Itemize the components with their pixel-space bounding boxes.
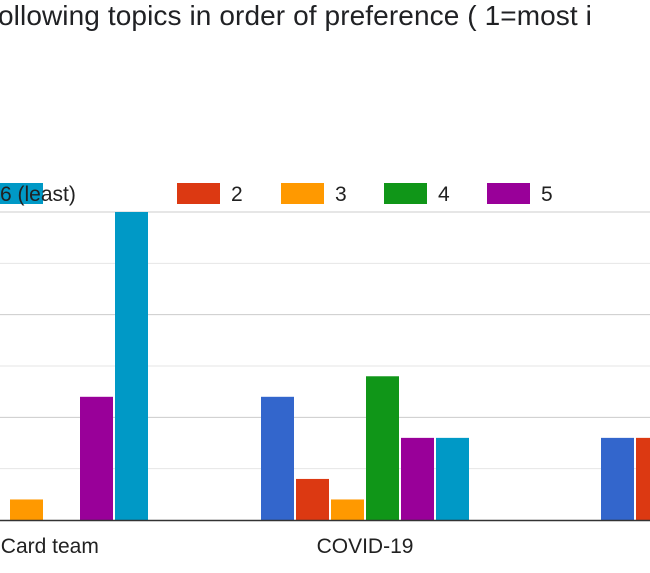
legend-label: 2 bbox=[231, 183, 243, 206]
bar-1-2 bbox=[601, 437, 634, 520]
bar-5-0 bbox=[80, 396, 113, 520]
legend-swatch bbox=[281, 183, 324, 204]
bar-3-1 bbox=[331, 499, 364, 520]
bar-5-1 bbox=[401, 437, 434, 520]
x-tick-label: COVID-19 bbox=[317, 535, 414, 558]
chart-title: ollowing topics in order of preference (… bbox=[0, 0, 592, 31]
bar-6-least--1 bbox=[436, 437, 469, 520]
legend-item-6-least-: 6 (least) bbox=[0, 183, 76, 206]
legend-label: 5 bbox=[541, 183, 553, 206]
bar-4-1 bbox=[366, 376, 399, 520]
bar-2-2 bbox=[636, 437, 650, 520]
legend-swatch bbox=[384, 183, 427, 204]
legend-swatch bbox=[0, 183, 43, 204]
legend-label: 6 (least) bbox=[0, 183, 76, 206]
legend-label: 3 bbox=[335, 183, 347, 206]
bars bbox=[10, 212, 650, 520]
legend-swatch bbox=[487, 183, 530, 204]
legend-item-2: 2 bbox=[177, 183, 243, 206]
bar-3-0 bbox=[10, 499, 43, 520]
legend-item-4: 4 bbox=[384, 183, 450, 206]
legend-label: 4 bbox=[438, 183, 450, 206]
legend-swatch bbox=[177, 183, 220, 204]
legend: 123456 (least) bbox=[0, 183, 553, 206]
legend-item-5: 5 bbox=[487, 183, 553, 206]
bar-2-1 bbox=[296, 478, 329, 520]
bar-1-1 bbox=[261, 396, 294, 520]
x-tick-label: t Card team bbox=[0, 535, 99, 558]
bar-6-least--0 bbox=[115, 212, 148, 520]
legend-item-3: 3 bbox=[281, 183, 347, 206]
